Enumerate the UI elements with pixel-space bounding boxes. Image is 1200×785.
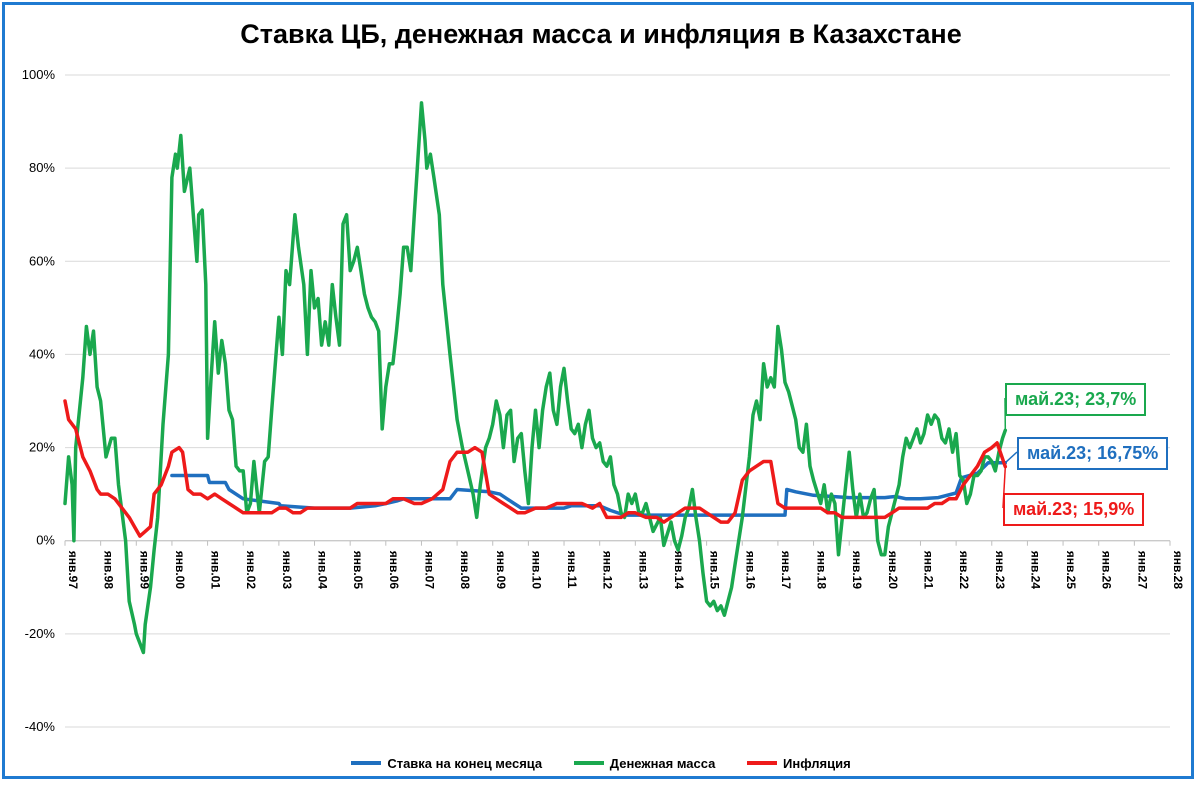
series-line-2 bbox=[63, 399, 1008, 538]
legend-item-money: Денежная масса bbox=[573, 755, 716, 771]
x-tick-label: янв.13 bbox=[636, 551, 650, 590]
x-tick-label: янв.27 bbox=[1135, 551, 1149, 590]
legend-item-inflation: Инфляция bbox=[747, 756, 851, 771]
x-axis-ticks: янв.97 янв.98 янв.99 янв.00 янв.01 янв.02 янв.… bbox=[64, 540, 1185, 590]
x-tick-label: янв.03 bbox=[280, 551, 294, 590]
x-tick-label: янв.25 bbox=[1064, 551, 1078, 590]
y-tick-label: -20% bbox=[25, 626, 56, 641]
grid-lines bbox=[65, 74, 1170, 728]
x-tick-label: янв.01 bbox=[209, 551, 223, 590]
chart-plot: 100%80%60%40%20%0%-20%-40% янв.97 янв.98 я… bbox=[22, 67, 1185, 734]
x-tick-label: янв.28 bbox=[1171, 551, 1185, 590]
x-tick-label: янв.11 bbox=[565, 551, 579, 589]
legend-swatch-money bbox=[573, 761, 604, 765]
callout-leader bbox=[1004, 451, 1018, 464]
x-tick-label: янв.97 bbox=[66, 551, 80, 590]
y-tick-label: 60% bbox=[29, 253, 55, 268]
x-tick-label: янв.04 bbox=[316, 551, 330, 590]
x-tick-label: янв.12 bbox=[601, 551, 615, 590]
x-tick-label: янв.21 bbox=[921, 551, 935, 590]
x-tick-label: янв.05 bbox=[351, 551, 365, 590]
series-lines bbox=[63, 101, 1008, 655]
x-tick-label: янв.99 bbox=[137, 551, 151, 590]
x-tick-label: янв.09 bbox=[494, 551, 508, 590]
chart-title: Ставка ЦБ, денежная масса и инфляция в К… bbox=[240, 19, 962, 49]
legend-item-rate: Ставка на конец месяца bbox=[351, 756, 542, 771]
x-tick-label: янв.10 bbox=[529, 551, 543, 590]
y-tick-label: 80% bbox=[29, 160, 55, 175]
x-tick-label: янв.08 bbox=[458, 551, 472, 590]
legend-swatch-rate bbox=[351, 761, 382, 765]
legend-label-rate: Ставка на конец месяца bbox=[387, 755, 543, 771]
legend: Ставка на конец месяца Денежная масса Ин… bbox=[5, 753, 1197, 771]
x-tick-label: янв.14 bbox=[672, 551, 686, 590]
y-tick-label: -40% bbox=[25, 719, 56, 734]
x-tick-label: янв.00 bbox=[173, 551, 187, 590]
y-tick-label: 40% bbox=[29, 346, 55, 361]
series-line-0 bbox=[170, 460, 1008, 517]
y-tick-label: 0% bbox=[36, 533, 55, 548]
callout-label: май.23; 15,9% bbox=[1003, 493, 1145, 526]
callout-label: май.23; 16,75% bbox=[1017, 437, 1169, 470]
y-axis-ticks: 100% 80% 60% 40% 20% 0% -20% -40% bbox=[22, 67, 56, 734]
x-tick-label: янв.23 bbox=[993, 551, 1007, 590]
legend-swatch-inflation bbox=[747, 761, 778, 765]
x-tick-label: янв.07 bbox=[422, 551, 436, 590]
x-tick-label: янв.18 bbox=[815, 551, 829, 590]
x-tick-label: янв.26 bbox=[1100, 551, 1114, 590]
x-tick-label: янв.98 bbox=[102, 551, 116, 590]
x-tick-label: янв.06 bbox=[387, 551, 401, 590]
legend-label-money: Денежная масса bbox=[609, 755, 716, 771]
x-tick-label: янв.17 bbox=[779, 551, 793, 590]
x-tick-label: янв.20 bbox=[886, 551, 900, 590]
y-tick-label: 20% bbox=[29, 440, 55, 455]
legend-label-inflation: Инфляция bbox=[783, 755, 851, 771]
x-tick-label: янв.15 bbox=[708, 551, 722, 590]
x-tick-label: янв.16 bbox=[743, 551, 757, 590]
callout-label: май.23; 23,7% bbox=[1005, 383, 1147, 416]
x-tick-label: янв.22 bbox=[957, 551, 971, 590]
x-tick-label: янв.02 bbox=[244, 551, 258, 590]
x-tick-label: янв.24 bbox=[1028, 551, 1042, 590]
x-tick-label: янв.19 bbox=[850, 551, 864, 590]
y-tick-label: 100% bbox=[22, 67, 56, 82]
series-line-1 bbox=[63, 101, 1008, 655]
